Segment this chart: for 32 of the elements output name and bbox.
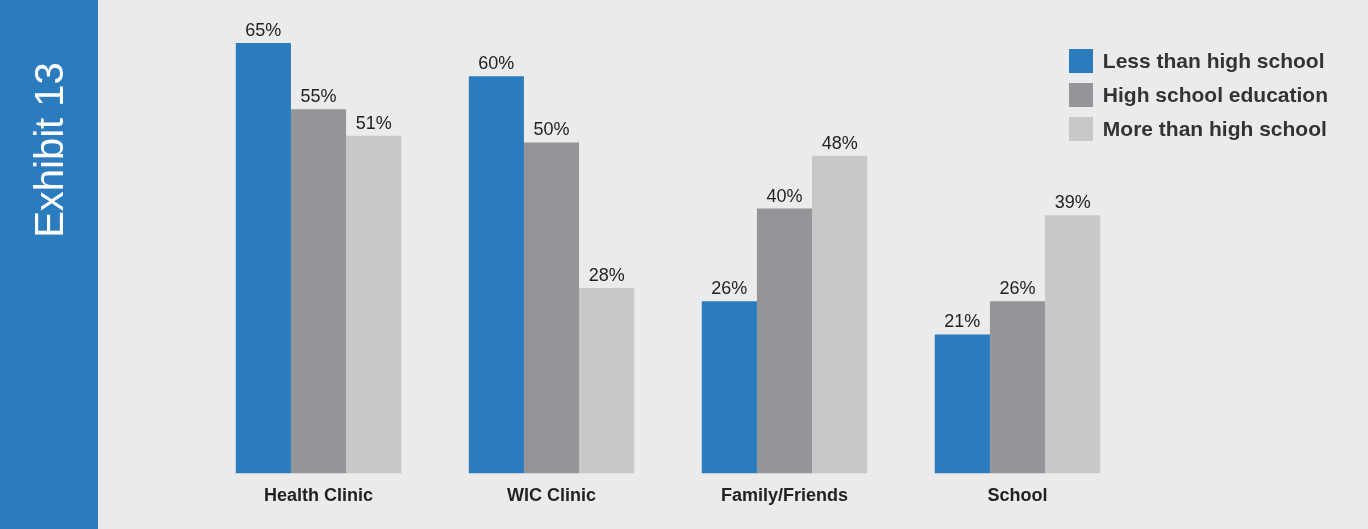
text: Exhibit 13 bbox=[26, 62, 72, 238]
data-label: 26% bbox=[711, 278, 748, 299]
data-label: 65% bbox=[245, 20, 282, 41]
data-label: 60% bbox=[478, 53, 515, 74]
bar bbox=[523, 142, 580, 474]
x-tick-label: School bbox=[987, 485, 1048, 506]
bar bbox=[468, 76, 524, 474]
legend-label: More than high school bbox=[1102, 117, 1327, 141]
bar bbox=[934, 334, 990, 474]
bar bbox=[579, 288, 635, 474]
bar bbox=[235, 43, 291, 474]
data-label: 50% bbox=[533, 119, 570, 140]
bar bbox=[989, 301, 1046, 474]
data-label: 21% bbox=[944, 311, 981, 332]
data-label: 51% bbox=[355, 112, 392, 133]
x-tick-label: WIC Clinic bbox=[507, 485, 596, 506]
data-label: 39% bbox=[1054, 192, 1091, 213]
x-tick-label: Health Clinic bbox=[263, 485, 374, 506]
bar bbox=[290, 109, 347, 474]
data-label: 48% bbox=[821, 132, 858, 153]
bar bbox=[701, 301, 757, 474]
x-tick-label: Family/Friends bbox=[720, 485, 849, 506]
bar bbox=[756, 208, 813, 474]
data-label: 55% bbox=[300, 86, 337, 107]
legend-label: High school education bbox=[1102, 83, 1328, 107]
bar bbox=[1045, 215, 1101, 474]
bar bbox=[346, 135, 402, 474]
legend-label: Less than high school bbox=[1102, 49, 1325, 73]
data-label: 28% bbox=[588, 265, 625, 286]
bar bbox=[812, 155, 868, 474]
data-label: 40% bbox=[766, 185, 803, 206]
data-label: 26% bbox=[999, 278, 1036, 299]
